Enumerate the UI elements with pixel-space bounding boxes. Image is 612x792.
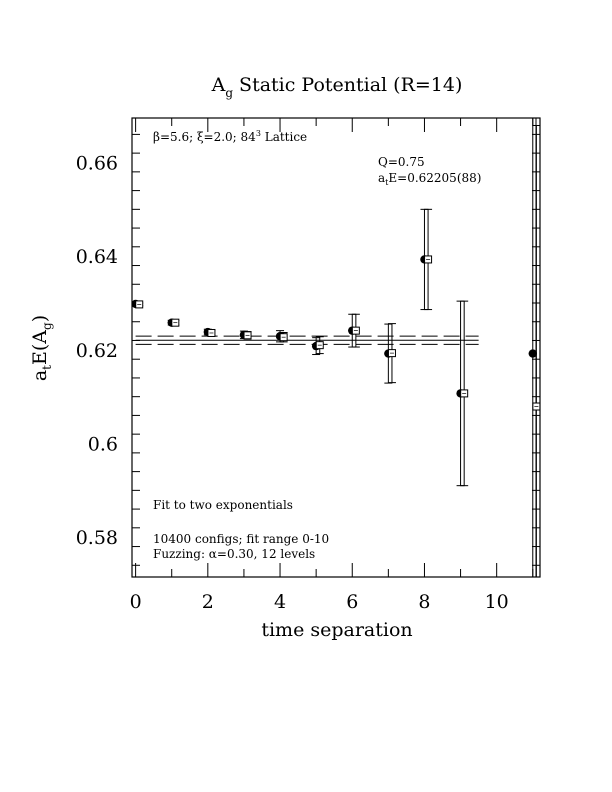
y-tick-label: 0.64 xyxy=(76,246,118,268)
annotation-fuzzing: Fuzzing: α=0.30, 12 levels xyxy=(153,547,315,561)
fit-band xyxy=(135,335,479,345)
data-point-circle xyxy=(528,349,537,358)
y-tick-label: 0.62 xyxy=(76,340,118,362)
x-tick-label: 2 xyxy=(202,591,214,613)
data-points xyxy=(132,118,540,577)
chart-title: Ag Static Potential (R=14) xyxy=(211,74,463,100)
x-tick-label: 4 xyxy=(274,591,286,613)
annotation-q-value: Q=0.75 xyxy=(378,155,425,169)
annotation-configs: 10400 configs; fit range 0-10 xyxy=(153,532,329,546)
plot-border xyxy=(131,117,541,578)
tick-labels: 0 2 4 6 8 10 0.58 0.6 0.62 0.64 0.66 xyxy=(76,152,509,613)
x-axis-label: time separation xyxy=(261,619,412,641)
x-tick-label: 0 xyxy=(130,591,142,613)
annotation-lattice: β=5.6; ξ=2.0; 843 Lattice xyxy=(153,129,307,144)
x-tick-label: 8 xyxy=(418,591,430,613)
annotation-fit-method: Fit to two exponentials xyxy=(153,498,293,512)
y-axis-label: atE(Ag) xyxy=(29,315,54,381)
y-tick-label: 0.58 xyxy=(76,527,118,549)
x-tick-label: 10 xyxy=(485,591,509,613)
y-tick-label: 0.66 xyxy=(76,152,118,174)
annotation-energy: atE=0.62205(88) xyxy=(378,171,481,187)
x-tick-label: 6 xyxy=(346,591,358,613)
y-tick-label: 0.6 xyxy=(88,434,118,456)
